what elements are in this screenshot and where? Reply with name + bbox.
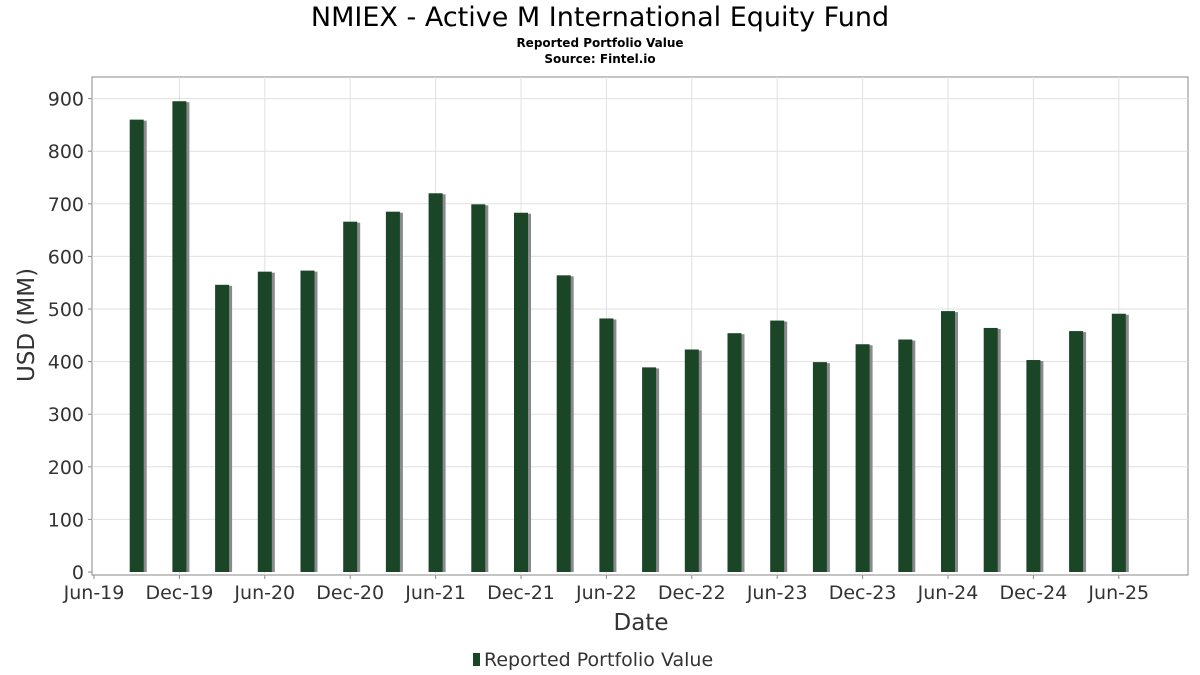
axis-layer: 0 100 200 300 400 500 600 700 800 900 Jun-19 Dec-19… xyxy=(48,89,1149,604)
bar xyxy=(1026,360,1041,572)
legend-swatch xyxy=(473,653,480,666)
x-tick-label: Dec-23 xyxy=(829,582,897,604)
bar xyxy=(385,211,400,572)
x-tick-label: Jun-24 xyxy=(917,582,979,604)
bar xyxy=(257,271,272,572)
y-tick-label: 800 xyxy=(48,141,84,163)
y-tick-label: 500 xyxy=(48,299,84,321)
y-tick-label: 400 xyxy=(48,352,84,374)
legend: Reported Portfolio Value xyxy=(473,649,713,671)
bar xyxy=(215,284,230,572)
y-tick-label: 900 xyxy=(48,89,84,111)
bar xyxy=(514,212,528,572)
y-tick-label: 100 xyxy=(48,509,84,531)
chart-subtitle: Reported Portfolio Value xyxy=(516,36,684,50)
y-tick-label: 600 xyxy=(48,246,84,268)
bar xyxy=(684,349,699,572)
y-tick-label: 300 xyxy=(48,404,84,426)
bar xyxy=(727,333,742,572)
bars-layer xyxy=(129,101,1129,573)
chart-source: Source: Fintel.io xyxy=(544,52,656,66)
bar xyxy=(1111,313,1126,572)
x-tick-label: Jun-22 xyxy=(575,582,637,604)
y-tick-label: 700 xyxy=(48,194,84,216)
y-tick-label: 0 xyxy=(72,562,84,584)
bar xyxy=(172,101,187,572)
bar xyxy=(983,327,998,572)
x-tick-label: Dec-24 xyxy=(999,582,1067,604)
legend-label: Reported Portfolio Value xyxy=(484,649,713,671)
bar xyxy=(300,270,315,572)
bar xyxy=(642,367,657,572)
x-tick-label: Jun-23 xyxy=(746,582,808,604)
bar xyxy=(556,275,571,572)
x-tick-label: Jun-19 xyxy=(63,582,125,604)
x-tick-label: Jun-20 xyxy=(233,582,295,604)
x-tick-label: Jun-21 xyxy=(404,582,466,604)
bar xyxy=(1069,331,1084,572)
bar xyxy=(129,119,144,572)
x-axis-title: Date xyxy=(614,610,669,636)
bar xyxy=(855,344,870,572)
bar xyxy=(599,318,614,572)
x-tick-label: Dec-22 xyxy=(658,582,726,604)
bar xyxy=(428,193,443,572)
y-tick-label: 200 xyxy=(48,457,84,479)
x-tick-label: Dec-21 xyxy=(487,582,555,604)
chart-title: NMIEX - Active M International Equity Fu… xyxy=(310,2,890,33)
bar xyxy=(812,362,827,572)
y-axis-title: USD (MM) xyxy=(14,268,40,382)
bar xyxy=(471,204,486,573)
x-tick-label: Dec-19 xyxy=(145,582,213,604)
bar xyxy=(343,221,358,572)
x-tick-label: Dec-20 xyxy=(316,582,384,604)
x-tick-label: Jun-25 xyxy=(1087,582,1149,604)
bar xyxy=(770,320,785,572)
bar xyxy=(941,311,955,572)
bar xyxy=(898,339,913,572)
